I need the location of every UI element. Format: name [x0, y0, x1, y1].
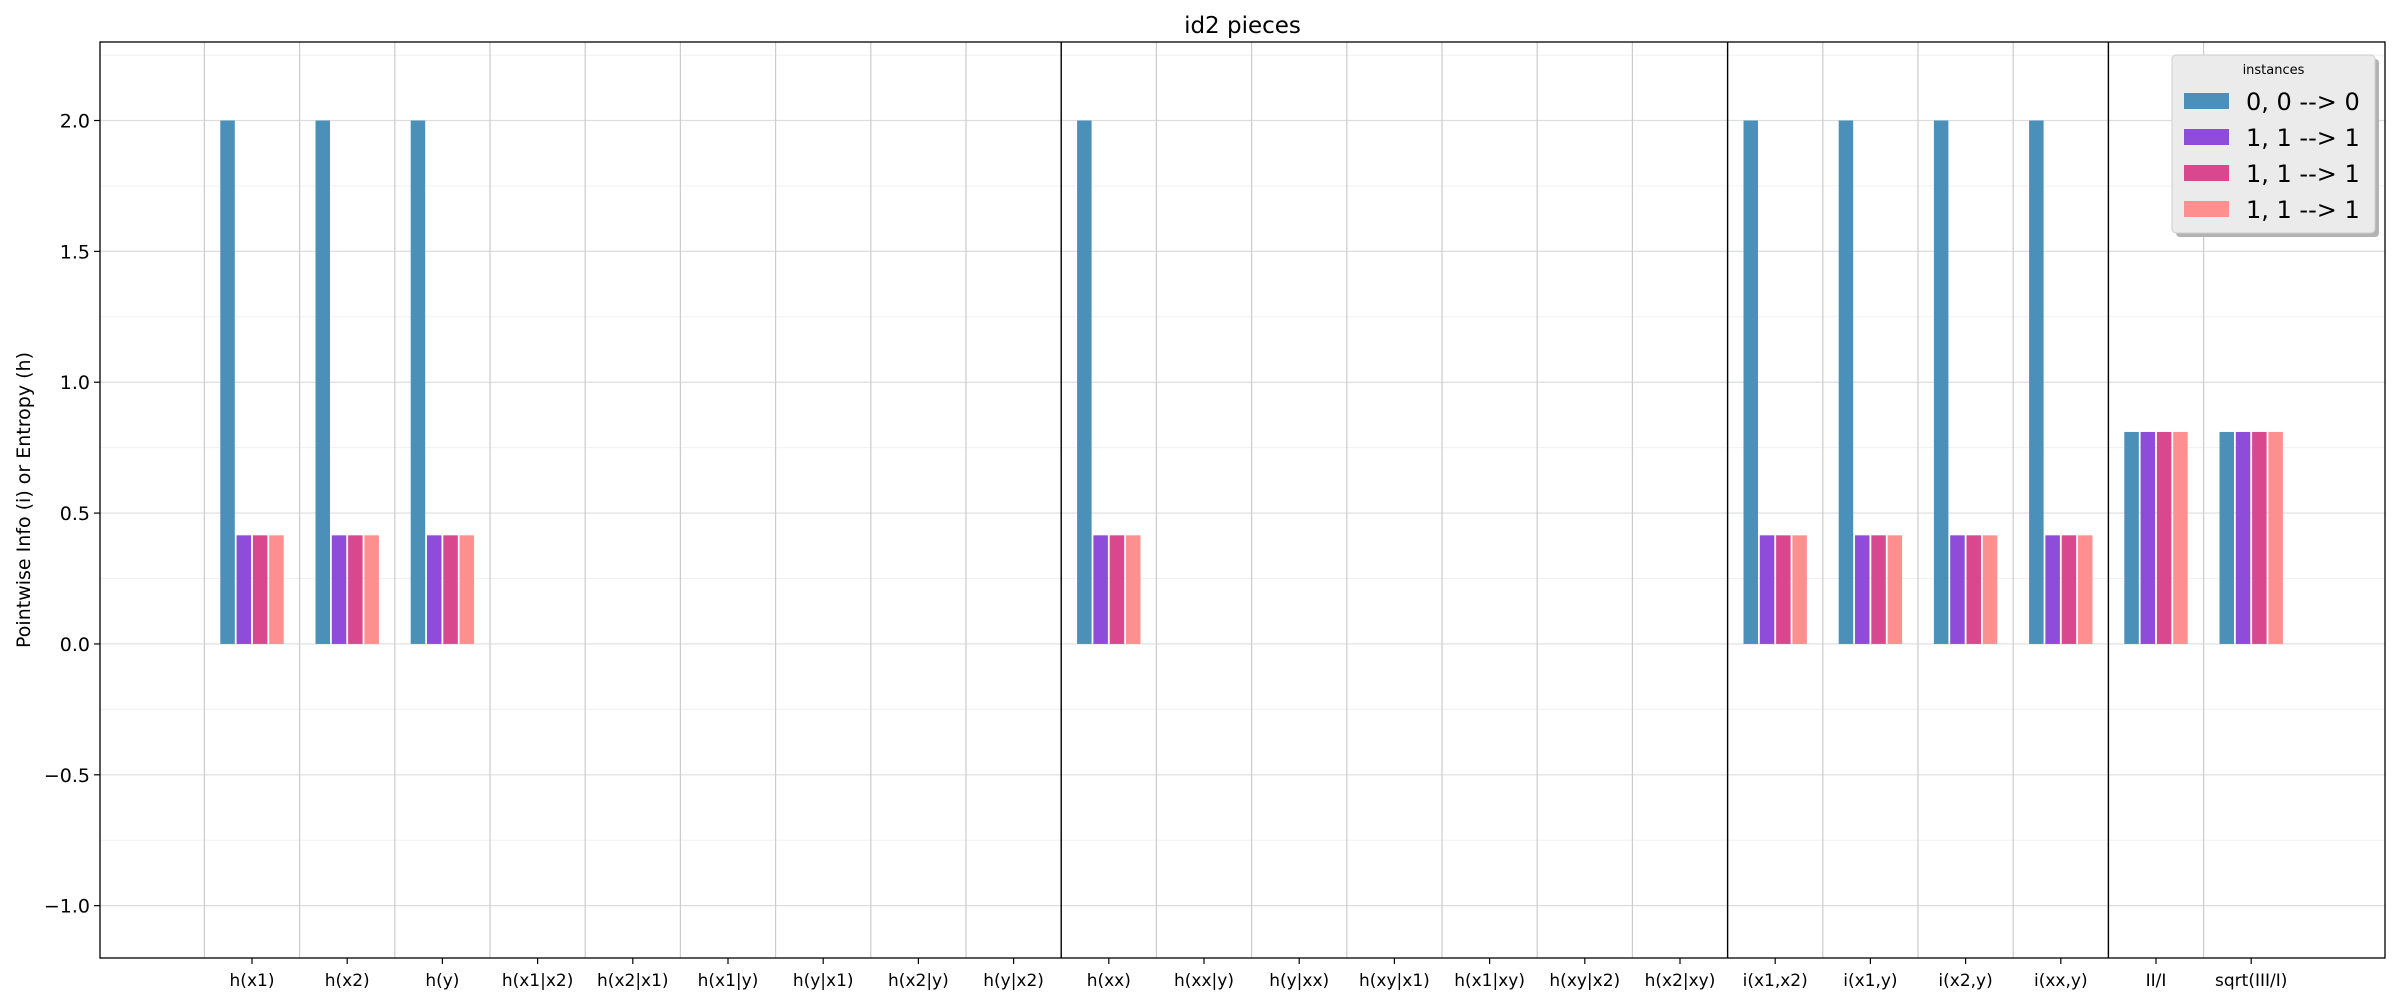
bars — [220, 120, 2283, 644]
bar — [1966, 535, 1981, 644]
y-tick-label: −0.5 — [44, 765, 90, 787]
bar — [1093, 535, 1108, 644]
legend-label: 1, 1 --> 1 — [2246, 160, 2360, 188]
legend-swatch — [2184, 129, 2229, 145]
y-tick-label: 0.5 — [60, 503, 90, 525]
bar — [1887, 535, 1903, 644]
bar — [2252, 431, 2267, 644]
x-tick-label: h(xx) — [1087, 971, 1131, 991]
x-tick-label: h(y) — [425, 971, 459, 991]
bar — [1838, 120, 1854, 644]
x-tick-label: h(x2|y) — [888, 971, 949, 991]
bar — [1077, 120, 1092, 644]
legend-entries: 0, 0 --> 0 1, 1 --> 1 1, 1 --> 1 1, 1 --> 1 — [2184, 88, 2360, 224]
bar — [269, 535, 284, 644]
x-tick-label: sqrt(III/I) — [2215, 971, 2287, 991]
bar — [1871, 535, 1886, 644]
bar — [410, 120, 426, 644]
bar — [2268, 431, 2283, 644]
bar — [1792, 535, 1807, 644]
x-tick-label: i(x2,y) — [1938, 971, 1992, 991]
bar — [2078, 535, 2093, 644]
bar — [2045, 535, 2060, 644]
bar — [2124, 431, 2139, 644]
bar — [1982, 535, 1998, 644]
x-tick-label: II/I — [2146, 971, 2167, 991]
bar — [2219, 431, 2234, 644]
y-tick-label: 2.0 — [60, 111, 90, 133]
bar — [459, 535, 475, 644]
bar — [1855, 535, 1870, 644]
bar — [1776, 535, 1791, 644]
bar — [364, 535, 379, 644]
bar — [1759, 535, 1775, 644]
bar — [2235, 431, 2251, 644]
y-axis-label: Pointwise Info (i) or Entropy (h) — [13, 352, 35, 648]
x-tick-label: h(x2|x1) — [597, 971, 669, 991]
chart-title: id2 pieces — [1184, 13, 1301, 39]
bar — [236, 535, 252, 644]
x-tick-label: i(xx,y) — [2034, 971, 2088, 991]
bar — [2140, 431, 2156, 644]
x-tick-label: h(xx|y) — [1174, 971, 1234, 991]
bar — [1126, 535, 1141, 644]
x-tick-label: h(x1|x2) — [502, 971, 574, 991]
x-tick-label: h(x2) — [325, 971, 370, 991]
legend-label: 0, 0 --> 0 — [2246, 88, 2360, 116]
bar — [1933, 120, 1949, 644]
legend-label: 1, 1 --> 1 — [2246, 124, 2360, 152]
legend-swatch — [2184, 93, 2229, 109]
y-tick-label: 1.5 — [60, 241, 90, 263]
bar — [443, 535, 458, 644]
legend-swatch — [2184, 165, 2229, 181]
y-tick-label: 1.0 — [60, 372, 90, 394]
legend: instances 0, 0 --> 0 1, 1 --> 1 1, 1 --> 1… — [2171, 54, 2379, 237]
bar — [1950, 535, 1965, 644]
x-tick-label: h(y|x2) — [983, 971, 1044, 991]
x-tick-label: h(x1|xy) — [1454, 971, 1525, 991]
bar — [220, 120, 235, 644]
bar — [427, 535, 442, 644]
bar — [1109, 535, 1125, 644]
x-tick-label: h(x1) — [230, 971, 275, 991]
bar — [331, 535, 347, 644]
bar — [2029, 120, 2044, 644]
x-axis: h(x1) h(x2) h(y) h(x1|x2) h(x2|x1) h(x1|y) h(y… — [230, 958, 2287, 991]
bar — [2156, 431, 2172, 644]
bar — [2173, 431, 2188, 644]
x-tick-label: h(y|xx) — [1269, 971, 1329, 991]
legend-label: 1, 1 --> 1 — [2246, 196, 2360, 224]
bar — [348, 535, 363, 644]
plot-frame — [99, 41, 2386, 959]
group-separators — [1060, 42, 2110, 958]
legend-swatch — [2184, 201, 2229, 217]
x-tick-label: h(y|x1) — [793, 971, 854, 991]
y-tick-label: −1.0 — [44, 896, 90, 918]
x-tick-label: h(xy|x1) — [1359, 971, 1430, 991]
bar — [315, 120, 330, 644]
y-axis: −1.0 −0.5 0.0 0.5 1.0 1.5 2.0 — [44, 111, 100, 918]
bar — [2061, 535, 2077, 644]
legend-title: instances — [2243, 63, 2305, 78]
x-tick-label: h(x1|y) — [698, 971, 759, 991]
bar — [252, 535, 268, 644]
y-tick-label: 0.0 — [60, 634, 90, 656]
x-tick-label: h(x2|xy) — [1645, 971, 1716, 991]
bar — [1743, 120, 1758, 644]
x-tick-label: i(x1,y) — [1843, 971, 1897, 991]
x-tick-label: i(x1,x2) — [1743, 971, 1808, 991]
x-tick-label: h(xy|x2) — [1549, 971, 1620, 991]
